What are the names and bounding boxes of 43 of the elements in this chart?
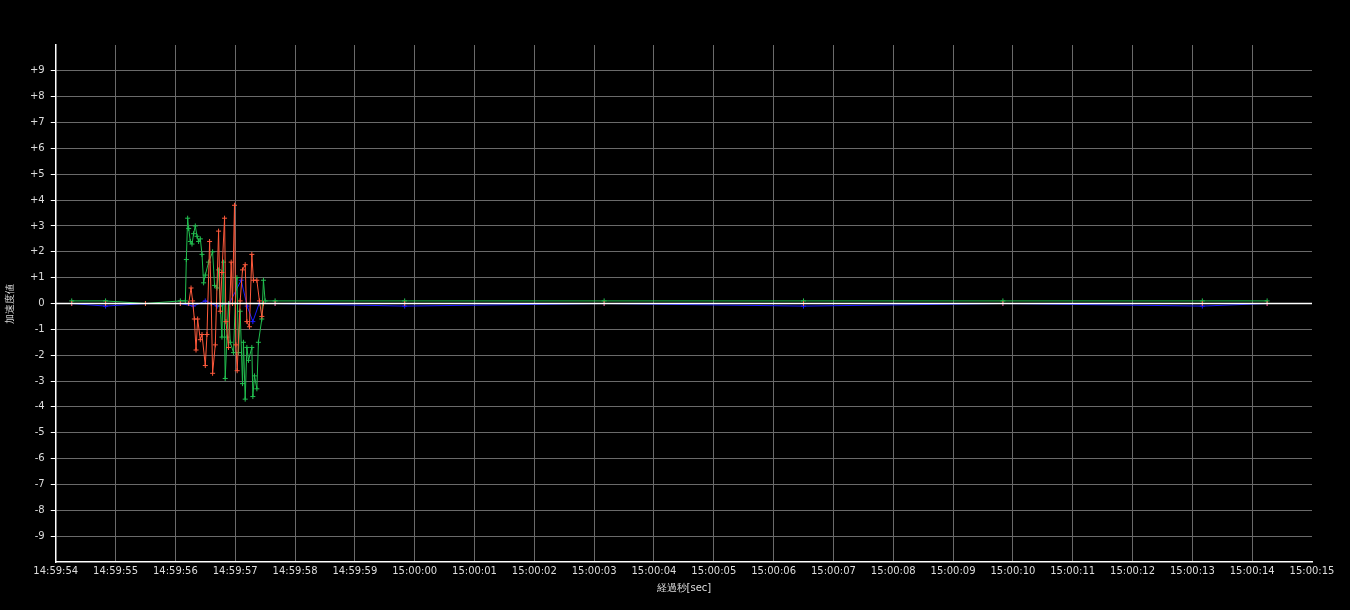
x-tick-label: 15:00:07 (810, 564, 856, 576)
y-tick-label: 0 (38, 297, 45, 309)
y-tick-label: -6 (34, 452, 45, 464)
y-tick-label: +1 (29, 271, 45, 283)
x-tick-label: 15:00:00 (392, 564, 438, 576)
x-tick-label: 15:00:04 (631, 564, 677, 576)
x-tick-label: 15:00:13 (1169, 564, 1215, 576)
y-tick-label: -8 (34, 503, 45, 515)
y-tick-label: -3 (34, 374, 45, 386)
x-tick-label: 15:00:01 (452, 564, 497, 576)
x-axis-title: 経過秒[sec] (655, 581, 712, 593)
x-tick-label: 15:00:11 (1050, 564, 1096, 576)
y-tick-label: +8 (29, 90, 45, 102)
y-tick-label: -9 (34, 529, 45, 541)
x-tick-label: 14:59:56 (152, 564, 198, 576)
x-tick-label: 15:00:10 (990, 564, 1036, 576)
x-tick-label: 15:00:14 (1229, 564, 1275, 576)
x-tick-label: 15:00:15 (1289, 564, 1335, 576)
x-tick-label: 14:59:55 (93, 564, 139, 576)
y-tick-label: +9 (29, 64, 45, 76)
x-tick-label: 15:00:08 (870, 564, 916, 576)
x-tick-label: 14:59:57 (212, 564, 258, 576)
x-tick-label: 14:59:58 (272, 564, 318, 576)
y-tick-label: -7 (34, 478, 45, 490)
y-tick-label: -2 (34, 348, 45, 360)
y-tick-label: +2 (29, 245, 45, 257)
x-tick-label: 15:00:12 (1110, 564, 1155, 576)
x-tick-label: 15:00:03 (571, 564, 617, 576)
y-tick-label: +6 (29, 141, 45, 153)
x-tick-label: 14:59:54 (33, 564, 79, 576)
y-tick-label: +5 (29, 167, 45, 179)
x-tick-label: 15:00:06 (751, 564, 797, 576)
x-tick-label: 15:00:09 (930, 564, 976, 576)
y-tick-label: +7 (29, 116, 45, 128)
y-tick-label: +4 (29, 193, 45, 205)
y-tick-label: -1 (34, 322, 45, 334)
x-tick-label: 15:00:05 (691, 564, 737, 576)
y-tick-label: -5 (34, 426, 45, 438)
y-tick-label: -4 (34, 400, 45, 412)
x-tick-label: 14:59:59 (332, 564, 378, 576)
y-axis-title: 加速度値 (3, 283, 15, 324)
x-tick-label: 15:00:02 (511, 564, 557, 576)
y-tick-label: +3 (29, 219, 45, 231)
